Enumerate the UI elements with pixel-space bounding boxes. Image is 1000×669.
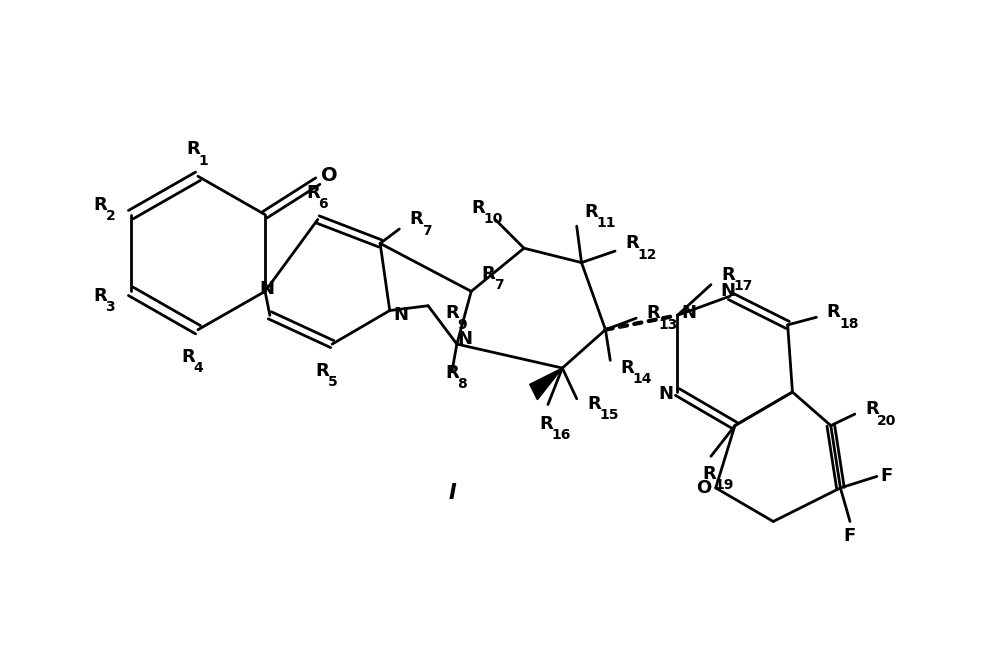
Text: 14: 14 — [633, 373, 652, 387]
Text: R: R — [587, 395, 601, 413]
Text: R: R — [539, 415, 553, 433]
Text: R: R — [306, 183, 320, 201]
Text: R: R — [186, 140, 200, 159]
Text: 1: 1 — [198, 154, 208, 168]
Text: 8: 8 — [457, 377, 467, 391]
Text: 15: 15 — [599, 408, 619, 422]
Text: 19: 19 — [714, 478, 734, 492]
Text: 13: 13 — [659, 318, 678, 332]
Text: N: N — [394, 306, 409, 324]
Text: O: O — [321, 166, 338, 185]
Text: 16: 16 — [551, 428, 571, 442]
Text: 9: 9 — [457, 318, 467, 332]
Text: R: R — [410, 211, 423, 228]
Text: I: I — [448, 483, 456, 502]
Text: R: R — [445, 304, 459, 322]
Text: R: R — [482, 265, 495, 283]
Text: R: R — [865, 400, 879, 418]
Text: F: F — [844, 527, 856, 545]
Text: 4: 4 — [194, 361, 203, 375]
Text: R: R — [621, 359, 634, 377]
Text: 3: 3 — [105, 300, 115, 314]
Text: 7: 7 — [422, 223, 431, 237]
Text: N: N — [259, 280, 274, 298]
Text: N: N — [658, 385, 673, 403]
Text: R: R — [316, 362, 329, 380]
Text: 11: 11 — [596, 216, 616, 230]
Text: N: N — [681, 304, 696, 322]
Text: R: R — [625, 234, 639, 252]
Text: F: F — [880, 468, 893, 486]
Text: 7: 7 — [494, 278, 503, 292]
Text: 17: 17 — [733, 280, 753, 294]
Polygon shape — [530, 368, 562, 399]
Text: R: R — [584, 203, 598, 221]
Text: R: R — [93, 287, 107, 305]
Text: R: R — [702, 464, 716, 482]
Text: O: O — [697, 479, 712, 497]
Text: R: R — [471, 199, 485, 217]
Text: 20: 20 — [877, 413, 897, 427]
Text: R: R — [721, 266, 735, 284]
Text: 6: 6 — [318, 197, 328, 211]
Text: 18: 18 — [839, 316, 858, 330]
Text: 10: 10 — [483, 212, 503, 226]
Text: R: R — [181, 348, 195, 365]
Text: R: R — [827, 304, 841, 321]
Text: N: N — [721, 282, 736, 300]
Text: N: N — [457, 330, 472, 349]
Text: 12: 12 — [638, 248, 657, 262]
Text: R: R — [647, 304, 660, 322]
Text: R: R — [93, 196, 107, 214]
Text: 5: 5 — [328, 375, 338, 389]
Text: R: R — [445, 364, 459, 382]
Text: 2: 2 — [105, 209, 115, 223]
